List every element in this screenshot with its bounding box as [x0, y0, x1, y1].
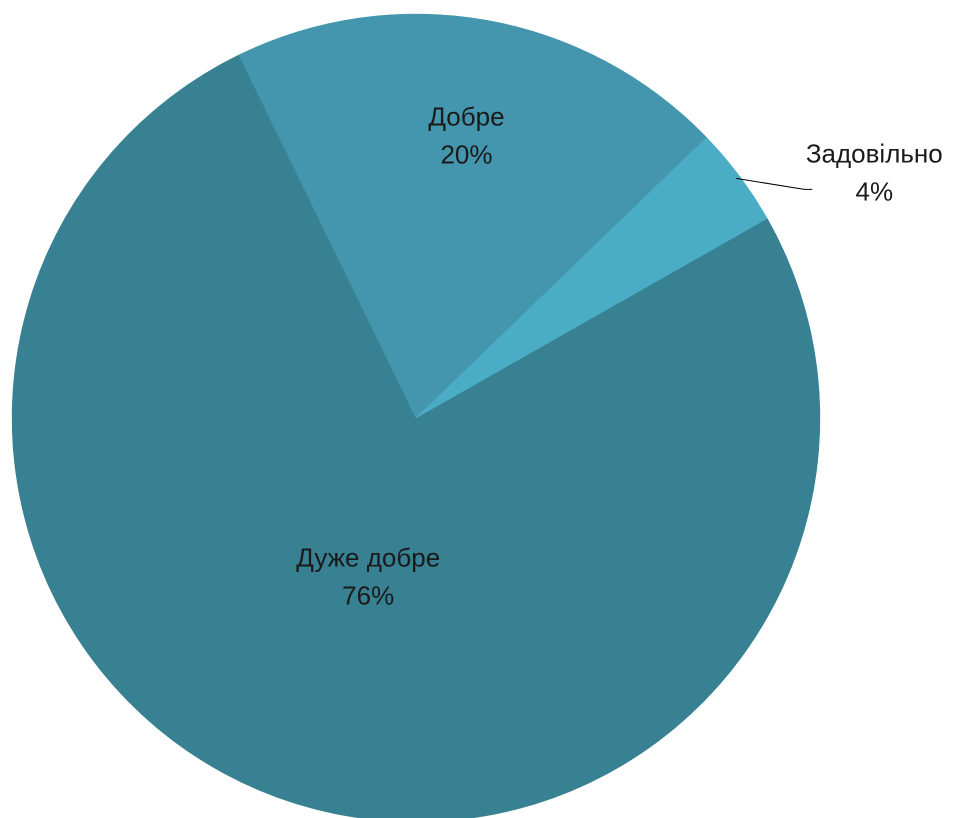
slice-category-label-2: Добре — [428, 102, 504, 132]
slice-category-label-3: Задовільно — [806, 138, 943, 168]
pie-slice-3 — [415, 137, 768, 419]
pie-slice-1 — [11, 54, 821, 818]
pie-slices — [11, 13, 821, 818]
pie-slice-2 — [238, 13, 707, 419]
slice-percent-label-2: 20% — [440, 140, 492, 170]
slice-percent-label-3: 4% — [856, 176, 894, 206]
leader-line-3 — [736, 177, 813, 190]
slice-category-label-1: Дуже добре — [296, 542, 440, 572]
pie-data-labels: Дуже добре 76% Добре 20% Задовільно 4% — [296, 102, 943, 611]
slice-percent-label-1: 76% — [342, 580, 394, 610]
